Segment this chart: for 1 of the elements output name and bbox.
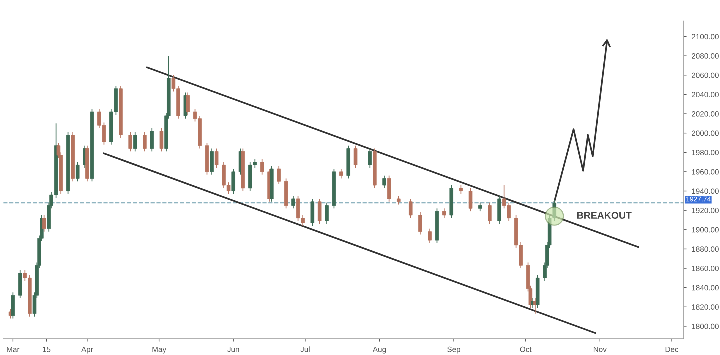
annotation: BREAKOUT xyxy=(578,212,632,219)
